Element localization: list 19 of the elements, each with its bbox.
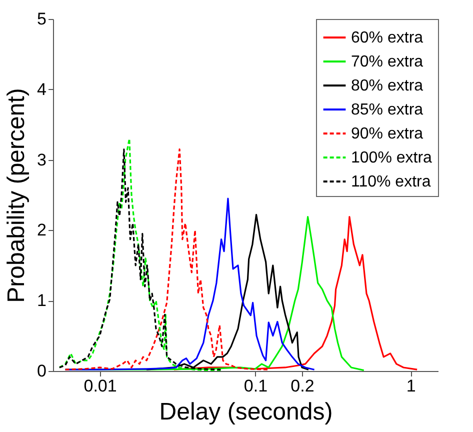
x-tick-label: 0.01 — [84, 376, 117, 396]
y-tick-label: 1 — [37, 291, 46, 310]
y-tick-label: 4 — [37, 80, 46, 99]
y-tick-label: 2 — [37, 220, 46, 240]
x-tick-label: 0.2 — [290, 376, 314, 396]
x-axis-title: Delay (seconds) — [159, 398, 333, 426]
legend-label: 70% extra — [351, 54, 424, 70]
legend-label: 90% extra — [351, 126, 424, 142]
y-axis-title: Probability (percent) — [3, 88, 30, 303]
legend-label: 80% extra — [351, 78, 424, 94]
legend-label: 60% extra — [351, 30, 424, 46]
x-tick-label: 1 — [406, 376, 416, 396]
y-tick-label: 5 — [37, 10, 46, 28]
legend-label: 110% extra — [351, 174, 431, 190]
legend-label: 100% extra — [351, 150, 432, 166]
y-tick-label: 3 — [37, 150, 46, 170]
x-tick-label: 0.1 — [244, 376, 268, 396]
y-tick-label: 0 — [37, 362, 46, 380]
legend-label: 85% extra — [351, 102, 424, 118]
